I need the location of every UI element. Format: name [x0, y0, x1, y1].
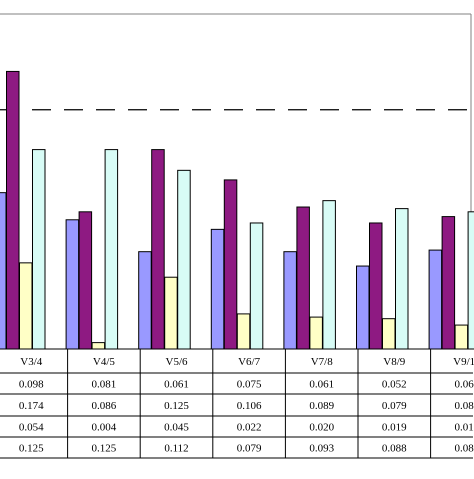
- bar-series3-V4-5: [91, 342, 106, 350]
- bar-series3-V6-7: [236, 313, 251, 350]
- table-header-V5-6: V5/6: [166, 356, 189, 368]
- table-cell-r4-c1: 0.125: [19, 443, 44, 455]
- table-header-V3-4: V3/4: [20, 356, 43, 368]
- table-cell-r3-c2: 0.004: [92, 422, 117, 434]
- table-cell-r2-c7: 0.083: [455, 400, 474, 412]
- table-cell-r4-c5: 0.093: [309, 443, 334, 455]
- table-cell-r1-c7: 0.062: [455, 379, 474, 391]
- bar-series3-V3-4: [19, 262, 33, 350]
- data-table: V3/4 V4/5 V5/6 V6/7 V7/8 V8/9 V9/10 0.098 0.081 0…: [0, 348, 474, 459]
- table-header-V7-8: V7/8: [311, 356, 334, 368]
- table-cell-r2-c4: 0.106: [237, 400, 262, 412]
- bar-series4-V8-9: [395, 208, 409, 350]
- table-cell-r3-c3: 0.045: [164, 422, 189, 434]
- bar-series3-V5-6: [164, 276, 178, 350]
- bar-series2-V3-4: [6, 70, 20, 350]
- table-cell-r2-c1: 0.174: [19, 400, 44, 412]
- table-cell-r4-c7: 0.086: [455, 443, 474, 455]
- bar-series4-V9-10: [467, 211, 474, 350]
- bar-series4-V4-5: [104, 149, 119, 350]
- bar-series2-V4-5: [78, 211, 93, 350]
- table-cell-r2-c2: 0.086: [92, 400, 117, 412]
- table-cell-r1-c4: 0.075: [237, 379, 262, 391]
- table-header-V9-10: V9/10: [453, 356, 474, 368]
- bar-series1-V4-5: [65, 219, 80, 350]
- table-cell-r3-c7: 0.015: [455, 422, 474, 434]
- table-cell-r3-c6: 0.019: [382, 422, 407, 434]
- bar-series3-V8-9: [382, 318, 396, 350]
- table-cell-r4-c2: 0.125: [92, 443, 117, 455]
- bar-series4-V5-6: [177, 169, 191, 350]
- table-header-V8-9: V8/9: [383, 356, 406, 368]
- table-cell-r4-c4: 0.079: [237, 443, 262, 455]
- table-cell-r4-c3: 0.112: [164, 443, 188, 455]
- table-cell-r1-c2: 0.081: [92, 379, 117, 391]
- table-header-V6-7: V6/7: [238, 356, 261, 368]
- bar-series4-V6-7: [249, 222, 264, 350]
- table-header-V4-5: V4/5: [93, 356, 116, 368]
- table-cell-r3-c1: 0.054: [19, 422, 44, 434]
- bars-layer: [0, 70, 474, 350]
- bar-series3-V7-8: [309, 316, 323, 350]
- table-cell-r1-c1: 0.098: [19, 379, 44, 391]
- bar-series2-V9-10: [441, 216, 456, 350]
- table-cell-r2-c3: 0.125: [164, 400, 189, 412]
- bar-series1-V9-10: [428, 249, 443, 350]
- bar-series1-V3-4: [0, 192, 7, 350]
- table-cell-r1-c3: 0.061: [164, 379, 189, 391]
- bar-series3-V9-10: [454, 324, 469, 350]
- bar-series4-V3-4: [32, 149, 46, 350]
- table-cell-r2-c5: 0.089: [309, 400, 334, 412]
- bar-series2-V7-8: [296, 206, 310, 350]
- bar-series1-V7-8: [283, 251, 297, 350]
- bar-series2-V5-6: [151, 149, 165, 350]
- bar-series1-V5-6: [138, 251, 152, 350]
- bar-series2-V6-7: [223, 179, 238, 350]
- bar-series1-V8-9: [356, 265, 370, 350]
- table-cell-r4-c6: 0.088: [382, 443, 407, 455]
- bar-series4-V7-8: [322, 200, 336, 350]
- table-cell-r2-c6: 0.079: [382, 400, 407, 412]
- table-cell-r1-c6: 0.052: [382, 379, 407, 391]
- table-cell-r3-c4: 0.022: [237, 422, 262, 434]
- table-cell-r3-c5: 0.020: [309, 422, 334, 434]
- table-cell-r1-c5: 0.061: [309, 379, 334, 391]
- bar-series1-V6-7: [210, 228, 225, 350]
- bar-series2-V8-9: [369, 222, 383, 350]
